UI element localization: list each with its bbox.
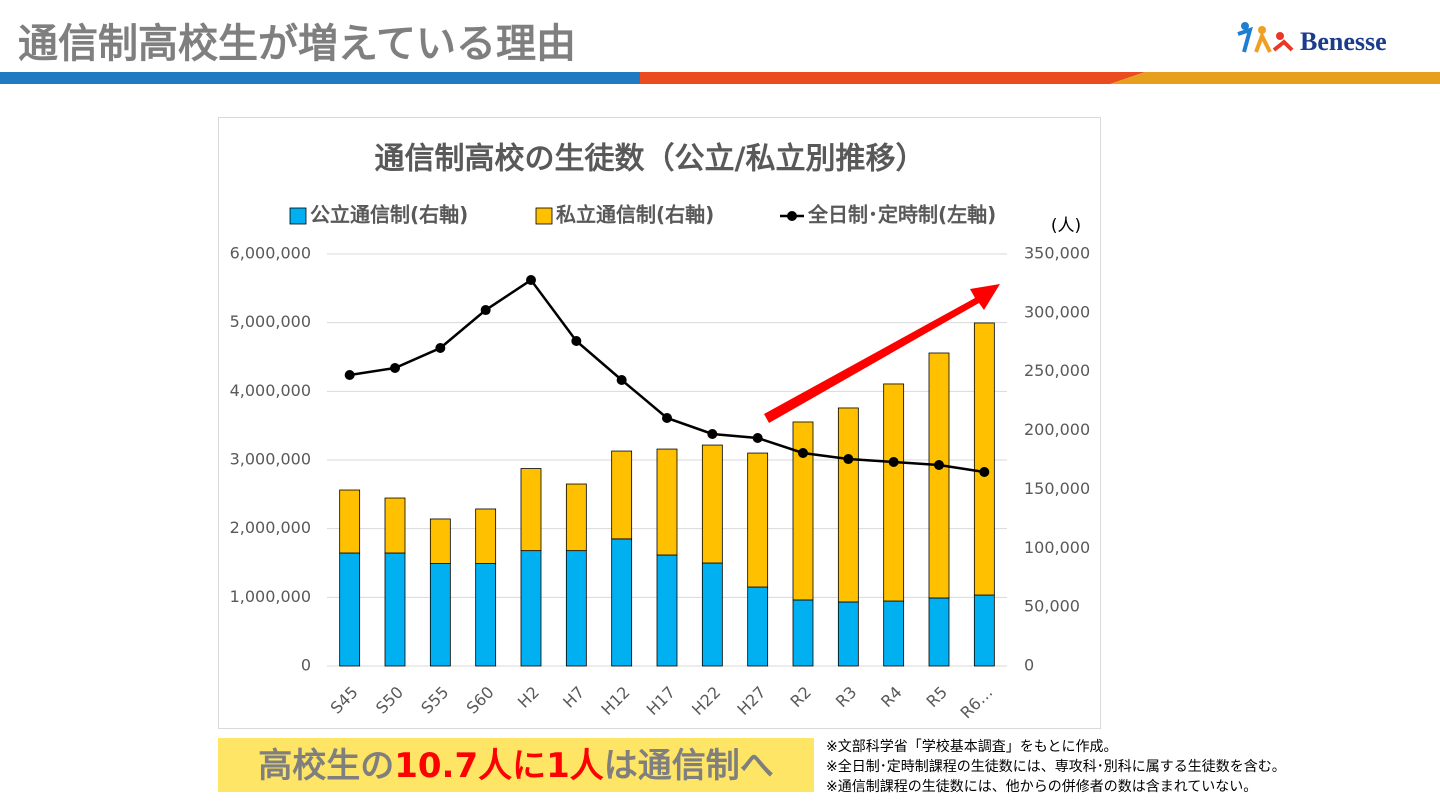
bar (973, 594, 995, 667)
legend-label: 全日制･定時制(左軸) (807, 203, 996, 227)
line-point (662, 412, 672, 423)
y2-tick-label: 0 (1024, 656, 1034, 675)
line-point (707, 428, 718, 439)
bar (747, 452, 769, 588)
bar (883, 383, 905, 602)
y2-tick-label: 100,000 (1024, 538, 1090, 557)
line-point (616, 375, 627, 386)
note: ※全日制･定時制課程の生徒数には、専攻科･別科に属する生徒数を含む。 (826, 758, 1286, 775)
bar (883, 600, 905, 667)
legend-label: 公立通信制(右軸) (310, 203, 468, 227)
y-tick-label: 4,000,000 (230, 381, 311, 400)
note: ※文部科学省「学校基本調査」をもとに作成。 (826, 738, 1117, 755)
y2-tick-label: 300,000 (1024, 302, 1090, 321)
bar (837, 601, 859, 667)
bar (520, 550, 542, 667)
callout-highlight: 10.7人に1人 (394, 746, 604, 786)
callout: 高校生の10.7人に1人は通信制へ (258, 746, 774, 786)
bar (475, 563, 497, 667)
callout-text: は通信制へ (604, 746, 774, 786)
y-tick-label: 5,000,000 (230, 312, 311, 331)
line-point (843, 454, 854, 465)
bar (339, 489, 361, 554)
logo-icon (1237, 22, 1294, 53)
line-point (934, 460, 944, 471)
bar (429, 563, 451, 667)
callout-box (218, 738, 814, 792)
line-point (888, 456, 899, 467)
line-point (798, 447, 808, 458)
line-point (344, 369, 355, 380)
bar (384, 497, 406, 554)
note: ※通信制課程の生徒数には、他からの併修者の数は含まれていない。 (826, 779, 1257, 795)
page-title: 通信制高校生が増えている理由 (18, 21, 576, 67)
bar (429, 518, 451, 564)
bar (475, 508, 497, 564)
y-tick-label: 1,000,000 (230, 587, 311, 606)
legend-swatch (289, 207, 307, 225)
trend-arrow (764, 284, 1000, 423)
bar (565, 550, 587, 667)
y-tick-label: 0 (301, 656, 311, 675)
chart-title: 通信制高校の生徒数（公立/私立別推移） (375, 142, 926, 177)
bar (973, 322, 995, 596)
line-point (390, 362, 400, 373)
bar (611, 538, 633, 667)
y2-tick-label: 350,000 (1024, 244, 1090, 263)
y2-tick-label: 50,000 (1024, 597, 1080, 616)
bar (792, 421, 814, 601)
bar (384, 552, 406, 667)
y-tick-label: 6,000,000 (230, 244, 311, 263)
line-point (480, 305, 491, 316)
bar (928, 597, 950, 667)
header-band (1110, 72, 1440, 84)
line-point (526, 275, 536, 286)
bar (656, 448, 678, 556)
callout-text: 高校生の (258, 746, 394, 786)
legend-swatch (535, 207, 553, 225)
y2-tick-label: 200,000 (1024, 420, 1090, 439)
bar (520, 468, 542, 552)
y-tick-label: 3,000,000 (230, 450, 311, 469)
line-point (752, 433, 763, 444)
bar (747, 586, 769, 667)
bar (339, 552, 361, 667)
y2-tick-label: 150,000 (1024, 479, 1090, 498)
y2-axis-label: (人) (1051, 216, 1081, 236)
legend-label: 私立通信制(右軸) (556, 203, 714, 227)
legend-swatch (787, 211, 797, 221)
bar (611, 450, 633, 540)
bar (656, 554, 678, 667)
plot: 0 1,000,000 2,000,000 3,000,000 4,000,000 5,0… (230, 203, 1091, 723)
header-band (640, 72, 1145, 84)
bar (701, 562, 723, 667)
logo-text: Benesse (1300, 27, 1387, 56)
bar (792, 599, 814, 667)
y-tick-label: 2,000,000 (230, 518, 311, 537)
bar (701, 444, 723, 564)
bar (928, 352, 950, 599)
line-point (435, 343, 446, 354)
header-band (0, 72, 700, 84)
y2-tick-label: 250,000 (1024, 361, 1090, 380)
line-point (979, 467, 990, 478)
bar (837, 407, 859, 603)
line-point (571, 336, 582, 347)
bar (565, 483, 587, 552)
